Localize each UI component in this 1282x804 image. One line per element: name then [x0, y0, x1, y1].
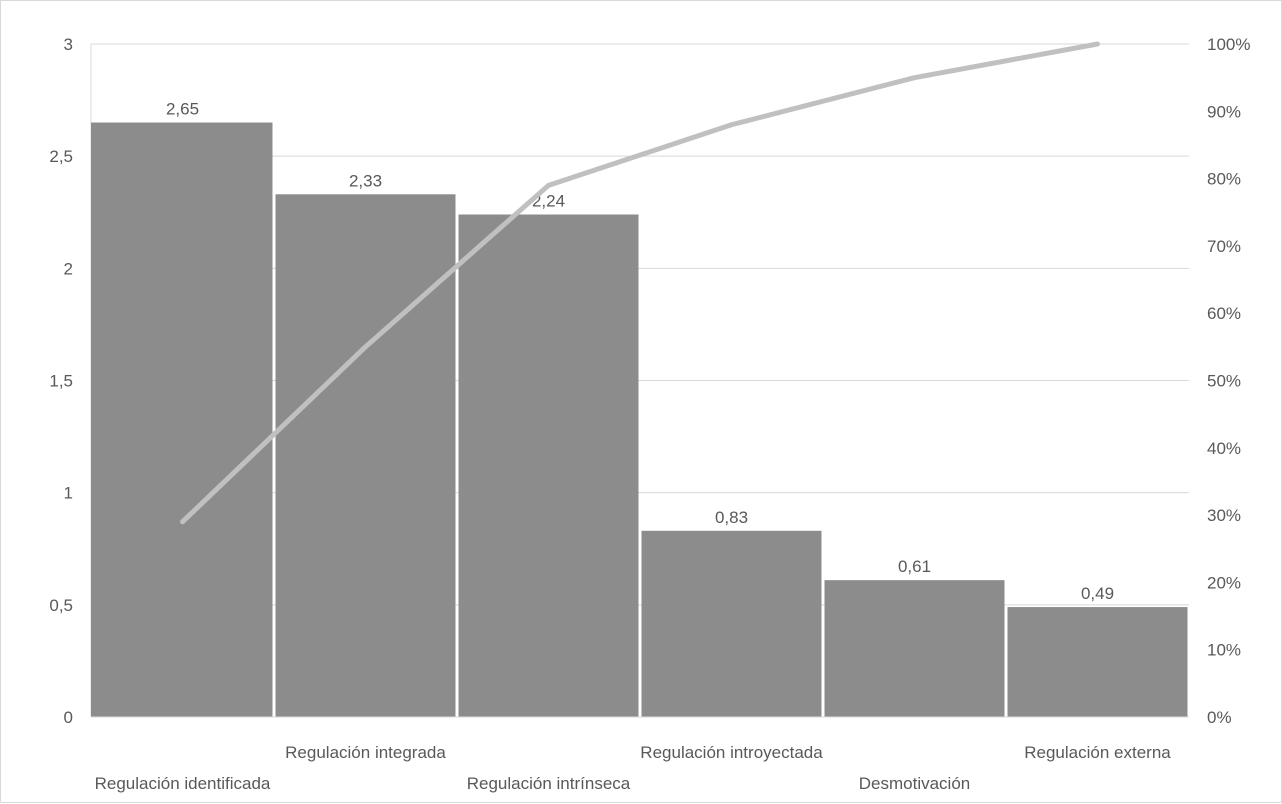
- bar-value-label: 2,33: [349, 171, 382, 190]
- y2-tick-label: 70%: [1207, 237, 1241, 256]
- y2-tick-label: 0%: [1207, 708, 1232, 727]
- y2-tick-label: 40%: [1207, 439, 1241, 458]
- y2-tick-label: 20%: [1207, 573, 1241, 592]
- bar: [1008, 607, 1188, 717]
- category-label: Desmotivación: [859, 774, 971, 793]
- category-label: Regulación introyectada: [640, 743, 823, 762]
- bar-value-label: 2,65: [166, 100, 199, 119]
- bar: [642, 531, 822, 717]
- category-label: Regulación identificada: [95, 774, 271, 793]
- y2-tick-label: 60%: [1207, 304, 1241, 323]
- bar-value-label: 0,61: [898, 557, 931, 576]
- bar-value-label: 0,83: [715, 508, 748, 527]
- y-tick-label: 2: [64, 259, 73, 278]
- y-tick-label: 1: [64, 484, 73, 503]
- y-tick-label: 0,5: [49, 596, 73, 615]
- bar: [276, 194, 456, 717]
- y2-tick-label: 80%: [1207, 170, 1241, 189]
- category-label: Regulación externa: [1024, 743, 1171, 762]
- y-tick-label: 0: [64, 708, 73, 727]
- bar: [459, 214, 639, 717]
- bar: [91, 123, 273, 717]
- y2-tick-label: 50%: [1207, 372, 1241, 391]
- y2-tick-label: 30%: [1207, 506, 1241, 525]
- y-tick-label: 2,5: [49, 147, 73, 166]
- category-label: Regulación intrínseca: [467, 774, 631, 793]
- y2-tick-label: 100%: [1207, 35, 1250, 54]
- y2-tick-label: 10%: [1207, 641, 1241, 660]
- category-label: Regulación integrada: [285, 743, 446, 762]
- y2-tick-label: 90%: [1207, 102, 1241, 121]
- y-tick-label: 3: [64, 35, 73, 54]
- bar: [825, 580, 1005, 717]
- bar-value-label: 0,49: [1081, 584, 1114, 603]
- y-tick-label: 1,5: [49, 372, 73, 391]
